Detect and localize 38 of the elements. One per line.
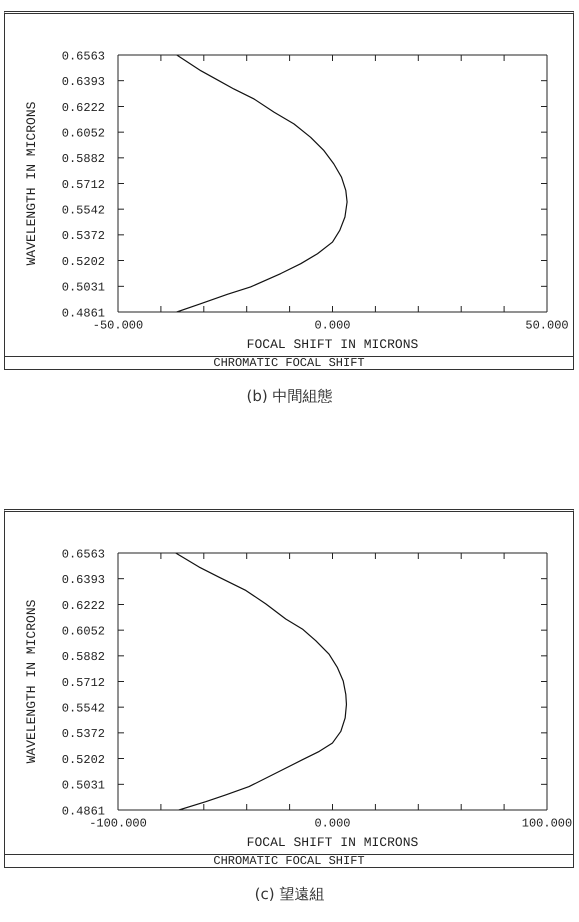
x-tick-label: 100.000	[522, 816, 572, 831]
y-tick-label: 0.6222	[62, 598, 105, 613]
y-tick-label: 0.5372	[62, 727, 105, 742]
text: CHROMATIC FOCAL SHIFT	[213, 854, 365, 868]
y-tick-label: 0.5031	[62, 280, 105, 295]
y-tick-label: 0.6393	[62, 74, 105, 89]
y-tick-label: 0.6563	[62, 547, 105, 562]
y-axis-title: WAVELENGTH IN MICRONS	[24, 599, 38, 764]
y-tick-label: 0.4861	[62, 306, 105, 320]
y-tick-label: 0.5882	[62, 152, 105, 166]
x-axis-title: FOCAL SHIFT IN MICRONS	[246, 834, 419, 850]
y-axis-title: WAVELENGTH IN MICRONS	[24, 101, 38, 266]
x-axis-title: FOCAL SHIFT IN MICRONS	[246, 336, 419, 352]
line-series	[175, 553, 348, 810]
text: (c) 望遠組	[254, 885, 324, 903]
y-tick-label: 0.5542	[62, 203, 105, 218]
y-tick-label: 0.5202	[62, 254, 105, 269]
x-tick-label: -50.000	[92, 318, 144, 333]
text: (b) 中間組態	[246, 387, 332, 405]
y-tick-label: 0.6393	[62, 572, 105, 587]
y-tick-label: 0.5372	[62, 229, 105, 244]
line-series	[176, 55, 348, 312]
y-tick-label: 0.6052	[62, 126, 105, 140]
y-tick-label: 0.6052	[62, 624, 105, 638]
y-tick-label: 0.5712	[62, 178, 105, 192]
y-tick-label: 0.5031	[62, 778, 105, 793]
y-tick-label: 0.6563	[62, 49, 105, 64]
text: CHROMATIC FOCAL SHIFT	[213, 356, 365, 370]
y-tick-label: 0.4861	[62, 804, 105, 818]
x-tick-label: 50.000	[525, 318, 569, 333]
y-tick-label: 0.5202	[62, 752, 105, 767]
x-tick-label: -100.000	[89, 816, 147, 831]
y-tick-label: 0.5712	[62, 676, 105, 690]
y-tick-label: 0.5542	[62, 701, 105, 716]
x-tick-label: 0.000	[314, 816, 351, 831]
y-tick-label: 0.6222	[62, 100, 105, 115]
y-tick-label: 0.5882	[62, 650, 105, 664]
x-tick-label: 0.000	[314, 318, 351, 333]
